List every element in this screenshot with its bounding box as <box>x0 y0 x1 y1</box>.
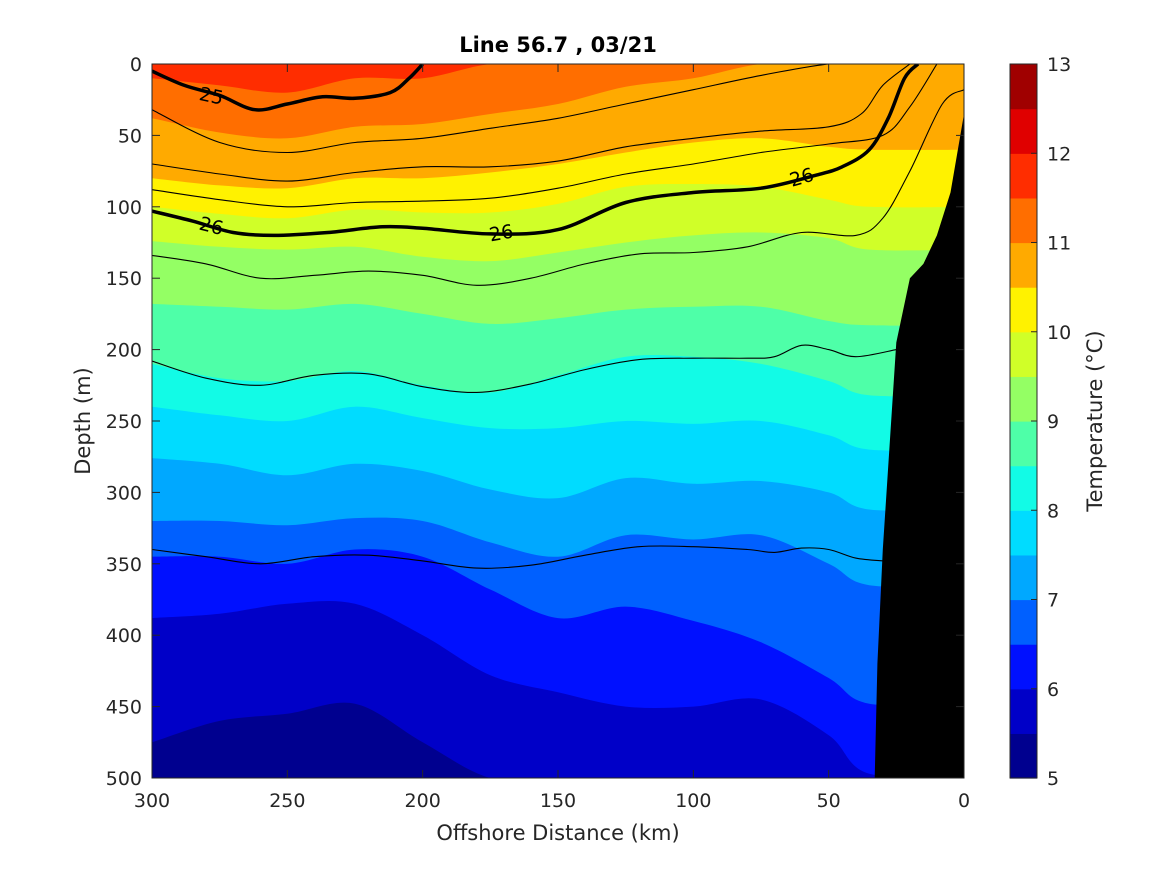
colorbar-segment <box>1010 688 1037 734</box>
x-tick-label: 50 <box>817 790 841 812</box>
colorbar-tick-label: 10 <box>1047 322 1071 344</box>
x-tick-label: 0 <box>958 790 970 812</box>
colorbar-tick-label: 12 <box>1047 143 1071 165</box>
colorbar-tick-label: 6 <box>1047 679 1059 701</box>
shelf-bathymetry <box>874 113 964 778</box>
colorbar-tick-label: 9 <box>1047 411 1059 433</box>
colorbar-segment <box>1010 510 1037 556</box>
colorbar-tick-label: 8 <box>1047 500 1059 522</box>
y-tick-label: 100 <box>106 197 142 219</box>
colorbar-segment <box>1010 153 1037 199</box>
y-tick-label: 0 <box>130 54 142 76</box>
colorbar-segment <box>1010 644 1037 690</box>
x-tick-label: 250 <box>269 790 305 812</box>
density-contour-6 <box>152 344 897 393</box>
density-contour-3 <box>152 64 911 182</box>
colorbar-segment <box>1010 64 1037 110</box>
temp-band-12 <box>152 64 964 65</box>
x-tick-label: 100 <box>675 790 711 812</box>
y-tick-label: 150 <box>106 268 142 290</box>
y-tick-label: 250 <box>106 411 142 433</box>
x-tick-label: 150 <box>540 790 576 812</box>
colorbar-segment <box>1010 108 1037 154</box>
colorbar-segment <box>1010 242 1037 288</box>
colorbar-tick-label: 7 <box>1047 590 1059 612</box>
y-tick-label: 300 <box>106 482 142 504</box>
colorbar-segment <box>1010 331 1037 377</box>
colorbar-tick-label: 13 <box>1047 54 1071 76</box>
temperature-fill <box>152 64 964 778</box>
colorbar-segment <box>1010 599 1037 645</box>
density-contour-2 <box>152 64 905 154</box>
colorbar-tick-label: 5 <box>1047 768 1059 790</box>
colorbar-segment <box>1010 197 1037 244</box>
chart-title: Line 56.7 , 03/21 <box>459 33 657 57</box>
x-tick-label: 300 <box>134 790 170 812</box>
density-contour-4 <box>152 64 938 208</box>
y-axis-label: Depth (m) <box>71 367 95 474</box>
y-tick-label: 500 <box>106 768 142 790</box>
density-contour-25 <box>152 64 424 112</box>
temp-band-11 <box>152 64 964 139</box>
x-axis-label: Offshore Distance (km) <box>436 821 679 845</box>
density-contour-7 <box>152 545 883 569</box>
colorbar-tick-label: 11 <box>1047 233 1071 255</box>
y-tick-label: 450 <box>106 697 142 719</box>
y-tick-label: 200 <box>106 340 142 362</box>
y-tick-label: 350 <box>106 554 142 576</box>
y-tick-label: 50 <box>118 125 142 147</box>
colorbar-segment <box>1010 465 1037 511</box>
y-tick-label: 400 <box>106 625 142 647</box>
colorbar-segment <box>1010 376 1037 422</box>
colorbar-segment <box>1010 421 1037 467</box>
colorbar-label: Temperature (°C) <box>1083 330 1107 512</box>
contour-label-25: 25 <box>197 83 225 110</box>
contour-label-group: 25 <box>197 83 225 110</box>
density-contour-26 <box>152 64 920 238</box>
contour-label-26: 26 <box>488 221 516 247</box>
temp-band-11.5 <box>152 64 964 93</box>
land-mask <box>874 113 964 778</box>
axis-ticks: 300 250 200 150 100 50 00501001502002503003504… <box>106 54 970 812</box>
colorbar: 5 6 7 8 9 10 11 12 13 <box>1009 54 1071 790</box>
colorbar-segment <box>1010 554 1037 601</box>
colorbar-segment <box>1010 733 1037 779</box>
colorbar-segment <box>1010 287 1037 333</box>
contour-label-group: 26 <box>488 221 516 247</box>
x-tick-label: 200 <box>405 790 441 812</box>
density-contour-5 <box>152 89 964 286</box>
density-contours <box>152 64 964 569</box>
